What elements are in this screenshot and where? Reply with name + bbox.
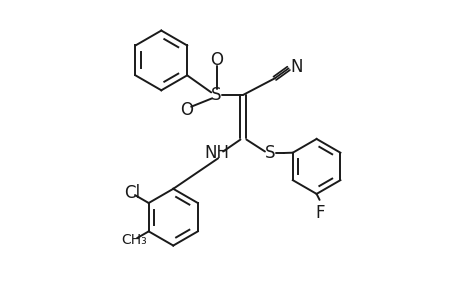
Text: F: F — [315, 204, 325, 222]
Text: O: O — [210, 51, 223, 69]
Text: S: S — [211, 86, 221, 104]
Text: CH₃: CH₃ — [121, 232, 147, 247]
Text: S: S — [264, 144, 275, 162]
Text: NH: NH — [204, 144, 229, 162]
Text: O: O — [180, 101, 193, 119]
Text: Cl: Cl — [123, 184, 140, 202]
Text: N: N — [289, 58, 302, 76]
